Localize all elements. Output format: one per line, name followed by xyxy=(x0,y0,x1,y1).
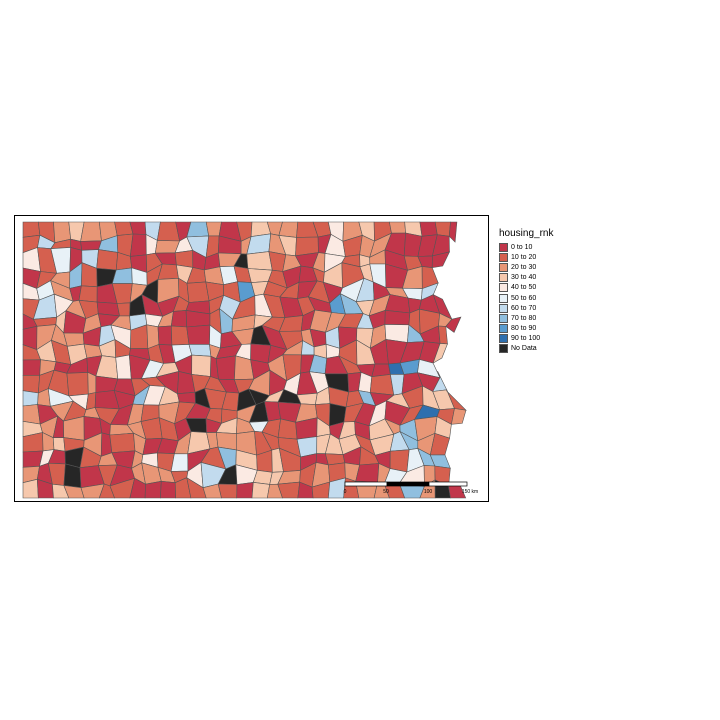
legend-label: 20 to 30 xyxy=(511,263,537,271)
legend-item: 40 to 50 xyxy=(499,283,553,293)
legend-label: 50 to 60 xyxy=(511,294,537,302)
legend-item: 80 to 90 xyxy=(499,324,553,334)
district-region[interactable] xyxy=(186,324,211,345)
district-region[interactable] xyxy=(170,453,189,472)
scale-label-0: 0 xyxy=(344,489,347,495)
district-region[interactable] xyxy=(144,480,162,499)
district-region[interactable] xyxy=(22,359,41,376)
legend-item: 10 to 20 xyxy=(499,252,553,262)
district-region[interactable] xyxy=(63,463,82,489)
legend-swatch xyxy=(499,313,508,323)
legend-label: No Data xyxy=(511,345,537,353)
district-region[interactable] xyxy=(66,372,89,397)
district-region[interactable] xyxy=(186,281,210,303)
district-region[interactable] xyxy=(246,251,273,271)
district-region[interactable] xyxy=(431,251,451,269)
legend-label: 80 to 90 xyxy=(511,325,537,333)
district-region[interactable] xyxy=(448,221,458,243)
legend-item: 90 to 100 xyxy=(499,334,553,344)
legend-swatch xyxy=(499,273,508,283)
district-region[interactable] xyxy=(157,325,173,346)
legend-label: 70 to 80 xyxy=(511,314,537,322)
district-region[interactable] xyxy=(80,240,102,251)
district-region[interactable] xyxy=(445,316,462,333)
district-region[interactable] xyxy=(438,325,448,345)
district-region[interactable] xyxy=(188,344,212,357)
legend-item: No Data xyxy=(499,344,553,354)
district-region[interactable] xyxy=(80,221,102,242)
district-region[interactable] xyxy=(451,408,467,425)
district-region[interactable] xyxy=(22,404,41,425)
district-region[interactable] xyxy=(87,371,97,395)
legend-swatch xyxy=(499,242,508,252)
district-region[interactable] xyxy=(160,480,177,499)
legend-swatch xyxy=(499,303,508,313)
district-region[interactable] xyxy=(369,374,395,396)
legend-label: 40 to 50 xyxy=(511,284,537,292)
district-region[interactable] xyxy=(115,354,132,380)
district-region[interactable] xyxy=(116,302,131,317)
legend-item: 20 to 30 xyxy=(499,262,553,272)
district-region[interactable] xyxy=(236,482,254,499)
legend-swatch xyxy=(499,283,508,293)
district-region[interactable] xyxy=(170,310,188,328)
district-region[interactable] xyxy=(389,221,406,234)
scale-bar: 0 50 100 150 km xyxy=(344,481,478,495)
legend-label: 0 to 10 xyxy=(511,243,533,251)
district-region[interactable] xyxy=(186,221,210,238)
district-region[interactable] xyxy=(109,432,136,454)
district-region[interactable] xyxy=(78,285,98,303)
legend-swatch xyxy=(499,324,508,334)
map-frame: 0 50 100 150 km xyxy=(14,215,489,502)
district-region[interactable] xyxy=(170,325,190,346)
legend-label: 10 to 20 xyxy=(511,253,537,261)
district-region[interactable] xyxy=(384,309,411,326)
legend-swatch xyxy=(499,334,508,344)
legend-title: housing_rnk xyxy=(499,228,554,239)
district-region[interactable] xyxy=(432,343,448,364)
district-region[interactable] xyxy=(177,391,196,404)
legend-label: 90 to 100 xyxy=(511,335,541,343)
district-region[interactable] xyxy=(217,483,238,499)
legend-rows: 0 to 10 10 to 20 20 to 30 30 to 40 40 to 50 5… xyxy=(499,242,553,354)
legend-item: 70 to 80 xyxy=(499,313,553,323)
district-region[interactable] xyxy=(215,355,236,381)
district-region[interactable] xyxy=(129,233,147,257)
legend-label: 30 to 40 xyxy=(511,274,537,282)
choropleth-map[interactable]: 0 50 100 150 km xyxy=(15,216,489,502)
district-region[interactable] xyxy=(22,390,39,407)
district-region[interactable] xyxy=(96,249,119,271)
legend-item: 30 to 40 xyxy=(499,273,553,283)
scale-label-150: 150 km xyxy=(462,489,478,495)
legend-swatch xyxy=(499,262,508,272)
district-region[interactable] xyxy=(22,375,41,394)
legend-item: 0 to 10 xyxy=(499,242,553,252)
legend-item: 60 to 70 xyxy=(499,303,553,313)
district-region[interactable] xyxy=(278,221,299,238)
legend-swatch xyxy=(499,252,508,262)
legend: housing_rnk 0 to 10 10 to 20 20 to 30 30 to… xyxy=(499,228,553,354)
legend-item: 50 to 60 xyxy=(499,293,553,303)
district-region[interactable] xyxy=(277,418,298,440)
district-region[interactable] xyxy=(419,221,438,237)
scale-label-50: 50 xyxy=(383,489,389,495)
district-region[interactable] xyxy=(191,354,212,377)
map-regions xyxy=(22,221,467,499)
legend-label: 60 to 70 xyxy=(511,304,537,312)
scale-label-100: 100 xyxy=(424,489,433,495)
legend-swatch xyxy=(499,344,508,354)
district-region[interactable] xyxy=(389,449,410,473)
district-region[interactable] xyxy=(296,436,318,458)
district-region[interactable] xyxy=(52,437,66,452)
district-region[interactable] xyxy=(355,463,380,483)
district-region[interactable] xyxy=(22,478,39,499)
district-region[interactable] xyxy=(251,482,271,499)
district-region[interactable] xyxy=(22,221,41,238)
legend-swatch xyxy=(499,293,508,303)
district-region[interactable] xyxy=(434,221,451,237)
